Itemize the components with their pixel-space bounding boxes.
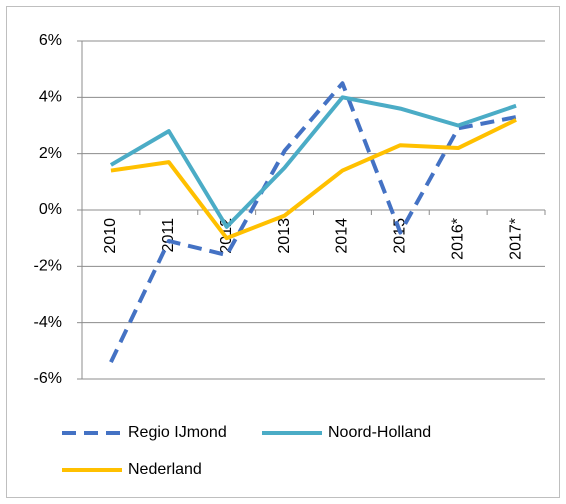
x-tick-label: 2016* xyxy=(449,218,466,260)
x-tick-label: 2014 xyxy=(334,218,351,254)
series-line xyxy=(110,118,517,241)
y-tick-label: 4% xyxy=(39,89,62,106)
y-tick-label: -2% xyxy=(34,258,62,275)
chart-border xyxy=(6,6,560,498)
x-tick-label: 2013 xyxy=(276,218,293,254)
x-tick-label: 2010 xyxy=(102,218,119,254)
y-tick-label: -6% xyxy=(34,370,62,387)
y-tick-label: 6% xyxy=(39,32,62,49)
legend-label: Nederland xyxy=(128,461,202,478)
series-line xyxy=(109,95,517,229)
legend-label: Regio IJmond xyxy=(128,424,227,441)
x-tick-label: 2011 xyxy=(160,218,177,253)
legend-label: Noord-Holland xyxy=(328,424,431,441)
y-tick-label: 2% xyxy=(39,145,62,162)
x-tick-label: 2017* xyxy=(507,218,524,260)
y-tick-label: -4% xyxy=(34,314,62,331)
x-tick-label: 2015 xyxy=(392,218,409,254)
y-tick-label: 0% xyxy=(39,201,62,218)
